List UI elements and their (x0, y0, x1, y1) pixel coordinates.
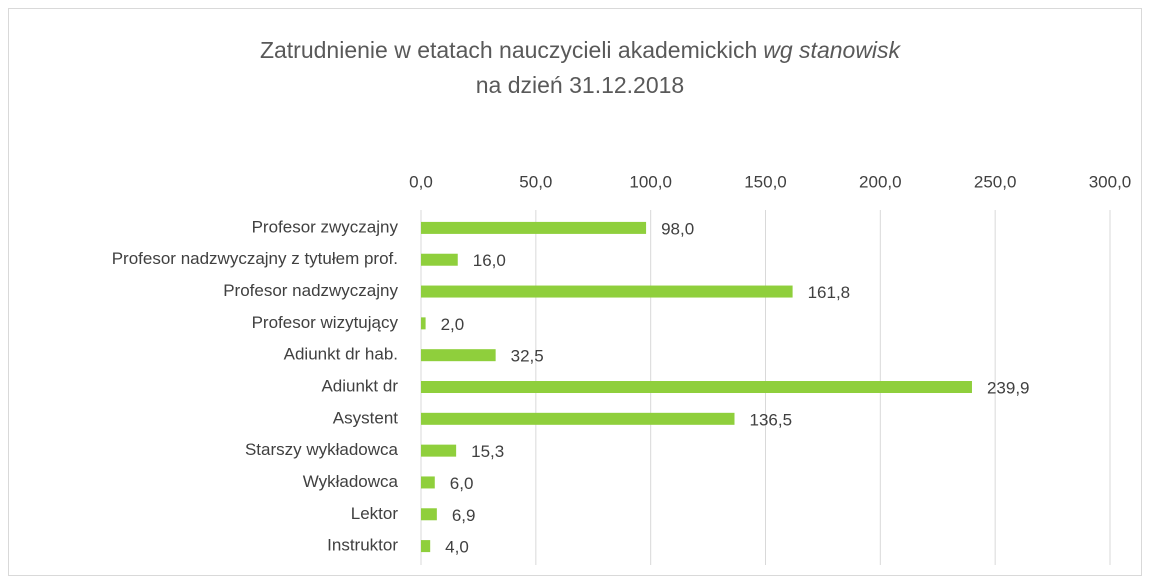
value-label: 6,0 (450, 474, 474, 493)
y-tick-label: Profesor zwyczajny (252, 217, 399, 236)
y-tick-label: Profesor nadzwyczajny (223, 281, 398, 300)
x-tick-label: 300,0 (1089, 172, 1132, 191)
value-label: 4,0 (445, 538, 469, 557)
y-tick-label: Instruktor (327, 536, 398, 555)
y-tick-label: Lektor (351, 504, 399, 523)
y-tick-label: Asystent (333, 408, 398, 427)
bar (421, 317, 426, 330)
y-tick-label: Starszy wykładowca (245, 440, 399, 459)
y-tick-label: Adiunkt dr (321, 376, 398, 395)
bar (421, 221, 647, 234)
chart-title: Zatrudnienie w etatach nauczycieli akade… (260, 37, 902, 63)
bar (421, 349, 496, 362)
title-main: Zatrudnienie w etatach nauczycieli akade… (260, 37, 757, 63)
value-label: 15,3 (471, 442, 504, 461)
value-label: 98,0 (661, 219, 694, 238)
bar (421, 381, 972, 393)
bar (421, 508, 437, 521)
value-label: 16,0 (473, 251, 506, 270)
value-label: 136,5 (749, 410, 792, 429)
value-label: 161,8 (808, 283, 851, 302)
bar (421, 253, 458, 266)
y-tick-label: Adiunkt dr hab. (284, 345, 398, 364)
bar (421, 412, 735, 425)
bar (421, 444, 457, 457)
x-tick-label: 150,0 (744, 172, 787, 191)
title-italic: wg stanowisk (763, 37, 901, 63)
value-label: 32,5 (511, 347, 544, 366)
y-tick-label: Profesor wizytujący (252, 313, 399, 332)
bar (421, 540, 431, 553)
y-tick-label: Profesor nadzwyczajny z tytułem prof. (112, 249, 398, 268)
x-tick-label: 100,0 (629, 172, 672, 191)
value-label: 2,0 (441, 315, 465, 334)
x-tick-label: 50,0 (519, 172, 552, 191)
y-tick-label: Wykładowca (303, 472, 399, 491)
value-label: 239,9 (987, 378, 1030, 397)
value-label: 6,9 (452, 506, 476, 525)
x-tick-label: 250,0 (974, 172, 1017, 191)
x-tick-label: 200,0 (859, 172, 902, 191)
chart-subtitle: na dzień 31.12.2018 (476, 72, 684, 98)
bar (421, 476, 435, 489)
bar (421, 285, 793, 298)
x-tick-label: 0,0 (409, 172, 433, 191)
